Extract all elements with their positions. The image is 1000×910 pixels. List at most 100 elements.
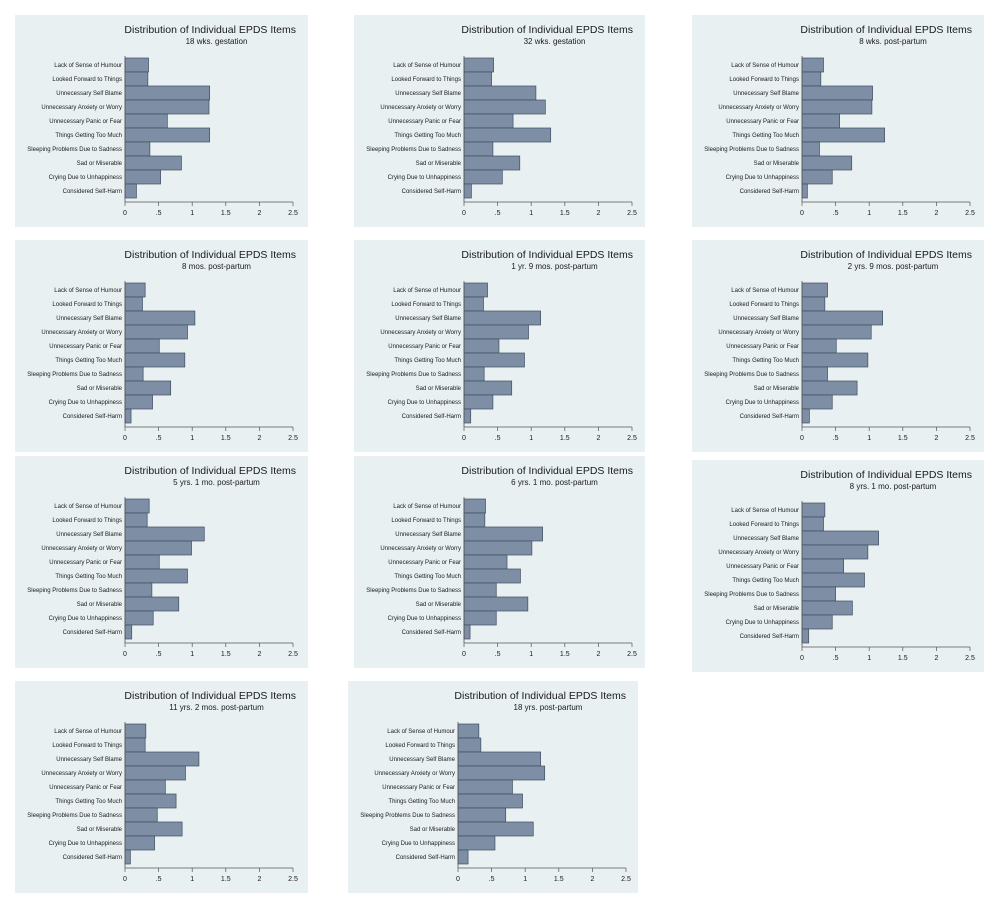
chart-title: Distribution of Individual EPDS Items	[800, 469, 972, 481]
category-label: Lack of Sense of Humour	[731, 508, 799, 514]
category-label: Unnecessary Self Blame	[733, 316, 799, 322]
category-label: Sad or Miserable	[754, 161, 800, 167]
bar	[463, 352, 525, 368]
category-label: Unnecessary Anxiety or Worry	[718, 550, 799, 556]
bar	[457, 765, 546, 781]
bar	[124, 512, 148, 528]
bar	[124, 113, 168, 129]
category-label: Lack of Sense of Humour	[731, 63, 799, 69]
bar	[463, 624, 471, 640]
x-tick-label: 2.5	[288, 651, 298, 658]
chart-panel: Distribution of Individual EPDS Items 1 y…	[354, 240, 645, 452]
category-label: Sleeping Problems Due to Sadness	[366, 588, 461, 594]
bar	[801, 586, 836, 602]
chart-title: Distribution of Individual EPDS Items	[124, 690, 296, 702]
chart-title: Distribution of Individual EPDS Items	[454, 690, 626, 702]
bar	[463, 113, 514, 129]
x-tick-label: 1.5	[560, 210, 570, 217]
category-label: Unnecessary Anxiety or Worry	[41, 771, 122, 777]
bar	[457, 723, 480, 739]
bar	[124, 540, 192, 556]
category-label: Sad or Miserable	[754, 386, 800, 392]
bar	[801, 544, 869, 560]
category-label: Lack of Sense of Humour	[54, 288, 122, 294]
bar-chart: Distribution of Individual EPDS Items32 …	[366, 24, 637, 217]
chart-subtitle: 8 wks. post-partum	[859, 37, 927, 46]
category-label: Sleeping Problems Due to Sadness	[27, 372, 122, 378]
bar	[124, 352, 186, 368]
category-label: Unnecessary Panic or Fear	[49, 785, 122, 791]
bar	[124, 338, 160, 354]
x-tick-label: 1	[867, 655, 871, 662]
bar	[463, 127, 552, 143]
category-label: Sad or Miserable	[410, 827, 456, 833]
bar	[463, 296, 484, 312]
category-label: Unnecessary Self Blame	[56, 757, 122, 763]
bar	[463, 512, 486, 528]
bar	[801, 155, 853, 171]
category-label: Things Getting Too Much	[55, 574, 122, 580]
category-label: Crying Due to Unhappiness	[388, 400, 461, 406]
bar	[801, 614, 833, 630]
bar	[801, 338, 837, 354]
bar	[801, 310, 883, 326]
bar	[457, 849, 469, 865]
category-label: Sad or Miserable	[77, 602, 123, 608]
bar	[801, 99, 873, 115]
x-tick-label: 1	[867, 210, 871, 217]
bar	[457, 751, 542, 767]
x-tick-label: 1	[190, 435, 194, 442]
category-label: Unnecessary Anxiety or Worry	[41, 330, 122, 336]
bar-chart: Distribution of Individual EPDS Items18 …	[27, 24, 298, 217]
bar	[801, 366, 828, 382]
bar	[463, 169, 503, 185]
category-label: Sleeping Problems Due to Sadness	[366, 147, 461, 153]
category-label: Unnecessary Anxiety or Worry	[718, 105, 799, 111]
x-tick-label: 0	[462, 435, 466, 442]
category-label: Unnecessary Self Blame	[56, 316, 122, 322]
bar	[124, 394, 153, 410]
bar	[457, 793, 523, 809]
category-label: Looked Forward to Things	[52, 743, 122, 749]
x-tick-label: 1.5	[221, 210, 231, 217]
bar	[124, 807, 158, 823]
bar	[801, 85, 873, 101]
category-label: Unnecessary Self Blame	[733, 91, 799, 97]
bar	[124, 282, 146, 298]
category-label: Sleeping Problems Due to Sadness	[360, 813, 455, 819]
bar	[124, 568, 188, 584]
bar	[463, 380, 513, 396]
x-tick-label: 2.5	[627, 651, 637, 658]
chart-subtitle: 18 wks. gestation	[186, 37, 248, 46]
category-label: Sad or Miserable	[77, 827, 123, 833]
chart-title: Distribution of Individual EPDS Items	[461, 465, 633, 477]
chart-title: Distribution of Individual EPDS Items	[124, 249, 296, 261]
category-label: Considered Self-Harm	[63, 630, 122, 636]
category-label: Sad or Miserable	[77, 161, 123, 167]
chart-panel: Distribution of Individual EPDS Items 18 …	[15, 15, 308, 227]
category-label: Looked Forward to Things	[52, 518, 122, 524]
x-tick-label: .5	[495, 210, 501, 217]
category-label: Unnecessary Panic or Fear	[388, 119, 461, 125]
category-label: Things Getting Too Much	[732, 358, 799, 364]
category-label: Unnecessary Panic or Fear	[388, 344, 461, 350]
category-label: Crying Due to Unhappiness	[726, 400, 799, 406]
category-label: Sad or Miserable	[416, 161, 462, 167]
category-label: Considered Self-Harm	[63, 189, 122, 195]
category-label: Sad or Miserable	[416, 386, 462, 392]
category-label: Considered Self-Harm	[402, 414, 461, 420]
category-label: Unnecessary Panic or Fear	[388, 560, 461, 566]
category-label: Crying Due to Unhappiness	[726, 620, 799, 626]
bar	[463, 310, 541, 326]
category-label: Unnecessary Anxiety or Worry	[380, 105, 461, 111]
chart-subtitle: 11 yrs. 2 mos. post-partum	[169, 703, 264, 712]
x-tick-label: 2.5	[627, 435, 637, 442]
category-label: Lack of Sense of Humour	[731, 288, 799, 294]
category-label: Lack of Sense of Humour	[393, 63, 461, 69]
category-label: Considered Self-Harm	[402, 630, 461, 636]
category-label: Crying Due to Unhappiness	[382, 841, 455, 847]
bar-chart: Distribution of Individual EPDS Items18 …	[360, 690, 631, 883]
bar	[124, 835, 155, 851]
category-label: Things Getting Too Much	[55, 358, 122, 364]
